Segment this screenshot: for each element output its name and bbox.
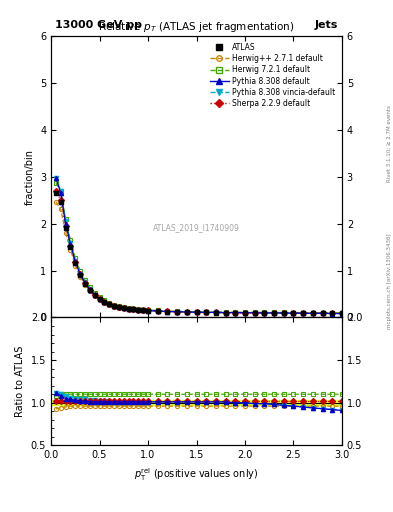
Legend: ATLAS, Herwig++ 2.7.1 default, Herwig 7.2.1 default, Pythia 8.308 default, Pythi: ATLAS, Herwig++ 2.7.1 default, Herwig 7.… bbox=[207, 39, 338, 111]
Y-axis label: fraction/bin: fraction/bin bbox=[24, 148, 35, 205]
Y-axis label: Ratio to ATLAS: Ratio to ATLAS bbox=[15, 346, 25, 417]
X-axis label: $p_{\rm T}^{\rm rel}$ (positive values only): $p_{\rm T}^{\rm rel}$ (positive values o… bbox=[134, 466, 259, 483]
Title: Relative $p_T$ (ATLAS jet fragmentation): Relative $p_T$ (ATLAS jet fragmentation) bbox=[98, 20, 295, 34]
Text: ATLAS_2019_I1740909: ATLAS_2019_I1740909 bbox=[153, 223, 240, 232]
Bar bbox=[51, 400, 342, 406]
Text: mcplots.cern.ch [arXiv:1306.3436]: mcplots.cern.ch [arXiv:1306.3436] bbox=[387, 234, 391, 329]
Text: Rivet 3.1.10; ≥ 2.7M events: Rivet 3.1.10; ≥ 2.7M events bbox=[387, 105, 391, 182]
Text: Jets: Jets bbox=[315, 20, 338, 30]
Text: 13000 GeV pp: 13000 GeV pp bbox=[55, 20, 142, 30]
